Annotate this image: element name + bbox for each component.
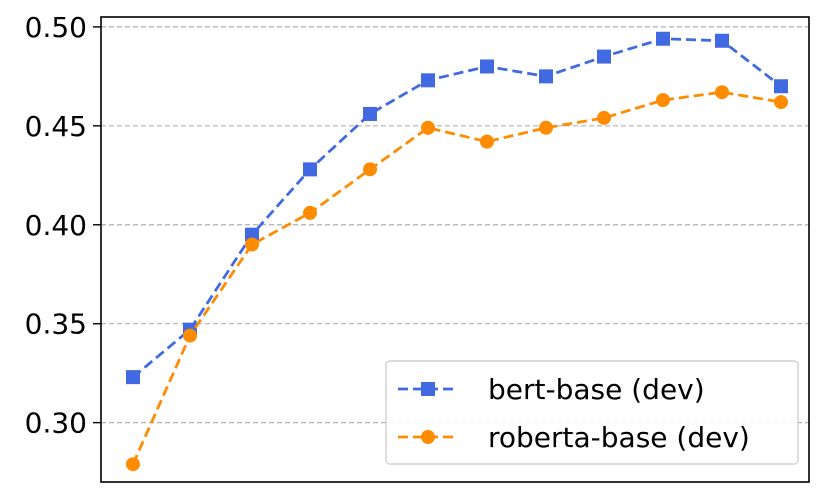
data-point xyxy=(245,227,259,242)
data-point xyxy=(539,120,553,135)
series-0 xyxy=(126,31,788,385)
legend-box xyxy=(385,360,799,465)
data-point xyxy=(480,134,494,149)
data-point xyxy=(715,85,729,100)
data-point xyxy=(656,93,670,108)
data-point xyxy=(597,49,611,64)
data-point xyxy=(183,328,197,343)
data-point xyxy=(303,162,317,177)
data-point xyxy=(774,95,788,110)
y-tick-label: 0.30 xyxy=(25,407,87,440)
y-tick-label: 0.35 xyxy=(25,308,87,341)
data-point xyxy=(303,205,317,220)
data-point xyxy=(421,120,435,135)
y-tick-label: 0.50 xyxy=(25,11,87,44)
legend-label-roberta-base: roberta-base (dev) xyxy=(488,421,750,454)
data-point xyxy=(774,79,788,94)
data-point xyxy=(126,370,140,385)
data-point xyxy=(715,33,729,48)
y-axis: 0.30 0.35 0.40 0.45 0.50 xyxy=(25,11,101,440)
y-tick-label: 0.40 xyxy=(25,209,87,242)
data-point xyxy=(539,69,553,84)
series-1 xyxy=(126,85,788,472)
legend: bert-base (dev) roberta-base (dev) xyxy=(385,360,799,465)
legend-marker xyxy=(421,382,435,396)
data-point xyxy=(597,110,611,125)
series-line xyxy=(131,90,782,465)
data-point xyxy=(363,162,377,177)
data-point xyxy=(363,106,377,121)
legend-label-bert-base: bert-base (dev) xyxy=(488,373,705,406)
series-line xyxy=(132,37,782,379)
y-tick-label: 0.45 xyxy=(25,110,87,143)
plot-frame xyxy=(100,16,810,483)
legend-marker xyxy=(421,430,435,444)
data-point xyxy=(245,237,259,252)
data-point xyxy=(421,73,435,88)
data-point xyxy=(126,457,140,472)
data-point xyxy=(480,59,494,74)
data-point xyxy=(656,31,670,46)
series-layer xyxy=(126,31,788,472)
